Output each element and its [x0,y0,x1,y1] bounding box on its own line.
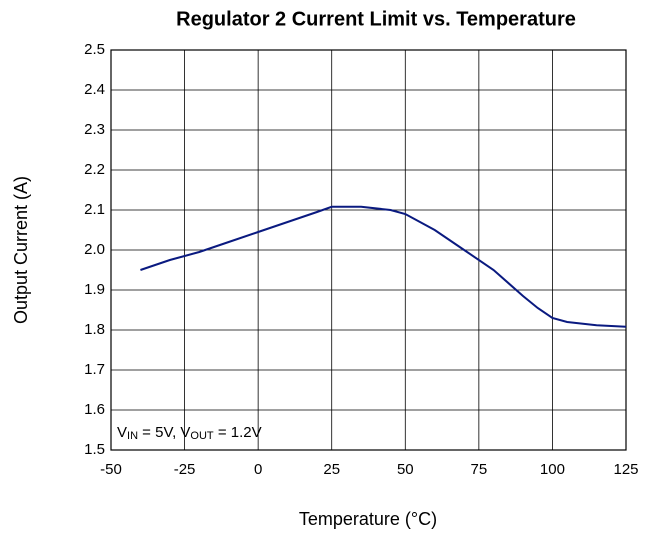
x-tick-label: 75 [471,461,488,478]
x-tick-label: 50 [397,461,414,478]
y-tick-label: 2.4 [84,81,105,98]
x-tick-label: 125 [613,461,638,478]
y-tick-label: 2.1 [84,201,105,218]
x-tick-label: -25 [174,461,196,478]
x-tick-label: -50 [100,461,122,478]
annotation-subscript: IN [127,430,138,442]
y-tick-label: 1.5 [84,441,105,458]
y-tick-label: 1.6 [84,401,105,418]
y-tick-label: 2.0 [84,241,105,258]
y-tick-label: 2.5 [84,41,105,58]
data-line [140,205,627,328]
annotation-subscript: OUT [190,430,214,442]
y-tick-label: 1.8 [84,321,105,338]
y-tick-label: 1.7 [84,361,105,378]
x-tick-label: 0 [254,461,262,478]
annotation-part: = 5V, V [138,424,190,441]
y-tick-label: 1.9 [84,281,105,298]
plot-frame [110,49,627,451]
x-axis-label: Temperature (°C) [299,509,437,529]
x-tick-label: 100 [540,461,565,478]
y-axis-label: Output Current (A) [11,176,31,324]
chart-title: Regulator 2 Current Limit vs. Temperatur… [176,8,576,30]
y-tick-label: 2.3 [84,121,105,138]
x-tick-label: 25 [323,461,340,478]
y-tick-label: 2.2 [84,161,105,178]
annotation-part: = 1.2V [214,424,262,441]
annotation: VIN = 5V, VOUT = 1.2V [117,424,262,442]
annotation-part: V [117,424,127,441]
